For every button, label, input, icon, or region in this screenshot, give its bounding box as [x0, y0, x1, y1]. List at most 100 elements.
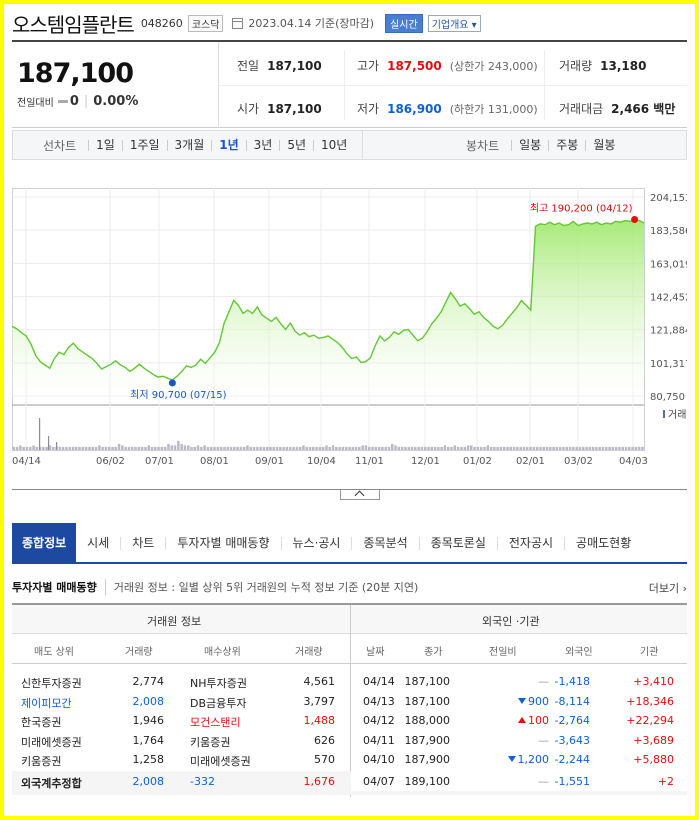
period-6[interactable]: 10년 — [313, 139, 354, 151]
volume-bar — [15, 446, 19, 450]
total-buy-volume: 1,676 — [303, 775, 336, 788]
change-value: 0 — [69, 94, 79, 109]
volume-bar — [325, 445, 328, 450]
period-3[interactable]: 1년 — [211, 139, 245, 151]
volume-bar — [262, 446, 266, 450]
col-foreign: 외국인 — [565, 647, 593, 658]
volume-bar — [605, 446, 608, 450]
volume-bar — [496, 446, 499, 450]
row-inst: +22,294 — [626, 714, 674, 728]
realtime-button[interactable]: 실시간 — [385, 13, 423, 33]
volume-bar — [345, 446, 348, 450]
table-row: 미래에셋증권 1,764 키움증권 626 04/11 187,900 — -3,643 +3,… — [12, 732, 687, 751]
tab-6[interactable]: 종목토론실 — [418, 536, 497, 550]
row-inst: +5,880 — [633, 753, 674, 767]
row-date: 04/10 — [363, 753, 395, 767]
calendar-icon — [232, 17, 244, 29]
tab-4[interactable]: 뉴스·공시 — [280, 536, 352, 550]
volume-bar — [470, 445, 473, 450]
tab-2[interactable]: 차트 — [120, 536, 165, 550]
volume-bar — [450, 446, 453, 450]
volume-bar — [275, 446, 279, 450]
tab-1[interactable]: 시세 — [87, 535, 110, 550]
volume-bar — [354, 446, 358, 450]
candle-period-0[interactable]: 일봉 — [511, 139, 548, 151]
volume-bar — [384, 446, 387, 450]
total-buy: -332 — [190, 775, 215, 788]
total-sell-volume: 2,008 — [132, 775, 165, 788]
sell-broker: 신한투자증권 — [21, 677, 82, 690]
period-2[interactable]: 3개월 — [166, 139, 212, 151]
volume-bar — [407, 446, 410, 450]
candle-chart-periods: 봉차트 일봉 주봉 월봉 — [466, 131, 622, 159]
more-link[interactable]: 더보기 › — [648, 582, 687, 595]
volume-bar — [628, 446, 631, 450]
row-close: 188,000 — [404, 714, 451, 728]
x-tick-label: 01/02 — [463, 456, 492, 467]
open-label: 시가 — [237, 102, 260, 116]
volume-bar — [282, 446, 285, 450]
sell-volume: 1,764 — [132, 733, 165, 747]
row-foreign: -1,418 — [554, 675, 590, 688]
volume-bar — [154, 446, 157, 450]
volume-bar — [631, 446, 634, 450]
volume-bar — [529, 446, 532, 450]
company-overview-dropdown[interactable]: 기업개요 ▾ — [427, 14, 481, 32]
volume-bar — [318, 446, 322, 450]
investor-section-header: 투자자별 매매동향 거래원 정보 : 일별 상위 5위 거래원의 누적 정보 기… — [12, 576, 687, 598]
col-buy-vol: 거래량 — [295, 647, 323, 658]
change-cell: 1,200 — [507, 753, 549, 766]
price-chart[interactable]: 204,153 183,586 163,019 142,452 121,884 101,3… — [11, 188, 696, 488]
volume-bar — [417, 446, 420, 450]
tab-3[interactable]: 투자자별 매매동향 — [165, 536, 280, 550]
volume-bar — [447, 446, 450, 450]
price-chart-svg: 204,153 183,586 163,019 142,452 121,884 101,3… — [11, 188, 696, 467]
volume-bar — [91, 446, 94, 450]
low-value: 186,900 — [387, 102, 442, 116]
volume-bar — [397, 446, 401, 450]
volume-bar — [328, 446, 331, 450]
volume-bar — [476, 446, 480, 450]
x-tick-label: 07/01 — [145, 456, 174, 467]
tab-5[interactable]: 종목분석 — [351, 536, 418, 550]
total-inst: +2 — [657, 775, 674, 788]
volume-bar — [150, 446, 154, 450]
tab-8[interactable]: 공매도현황 — [564, 536, 642, 550]
row-foreign: -3,643 — [554, 733, 590, 747]
period-1[interactable]: 1주일 — [121, 139, 167, 151]
period-5[interactable]: 5년 — [279, 139, 313, 151]
tab-0[interactable]: 종합정보 — [12, 523, 77, 563]
stock-header: 오스템임플란트 048260 코스닥 2023.04.14 기준(장마감) 실시… — [12, 8, 687, 38]
volume-bar — [338, 446, 341, 450]
volume-bar — [22, 446, 25, 450]
volume-bar — [121, 445, 124, 450]
volume-legend: 거래량 — [668, 409, 687, 421]
sell-volume: 2,008 — [132, 694, 165, 708]
volume-bar — [167, 443, 170, 450]
flat-dash-icon — [57, 100, 68, 103]
volume-bar — [624, 446, 628, 450]
tab-7[interactable]: 전자공시 — [496, 536, 564, 550]
line-chart-label: 선차트 — [43, 138, 77, 153]
collapse-chart-button[interactable] — [340, 490, 380, 500]
volume-bar — [578, 446, 582, 450]
period-4[interactable]: 3년 — [245, 139, 280, 151]
quote-panel: 187,100 전일대비 0 | 0.00% 전일 187,100 고가 187… — [12, 42, 687, 128]
volume-bar — [611, 446, 615, 450]
volume-bar — [410, 446, 414, 450]
candle-period-1[interactable]: 주봉 — [548, 139, 585, 151]
change-label: 전일대비 — [17, 98, 54, 109]
investor-desc: 거래원 정보 : 일별 상위 5위 거래원의 누적 정보 기준 (20분 지연) — [104, 579, 418, 595]
chart-period-bar: 선차트 1일 1주일 3개월 1년 3년 5년 10년 봉차트 일봉 주봉 월봉 — [12, 130, 687, 160]
volume-bar — [621, 446, 624, 450]
volume-bar — [499, 446, 503, 450]
quote-row-divider — [219, 85, 687, 86]
volume-bar — [131, 446, 134, 450]
x-tick-label: 11/01 — [355, 456, 384, 467]
candle-period-2[interactable]: 월봉 — [585, 139, 622, 151]
volume-bar — [549, 446, 552, 450]
volume-bar — [88, 446, 91, 450]
period-0[interactable]: 1일 — [88, 139, 122, 151]
volume-bar — [292, 446, 295, 450]
